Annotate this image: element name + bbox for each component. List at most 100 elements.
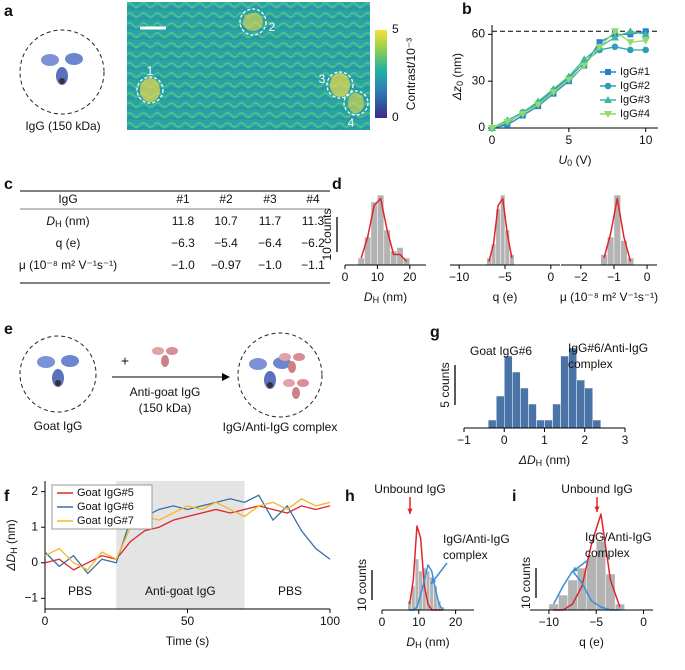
x-axis-label: ΔDH (nm) [518,453,570,468]
panel-label: d [332,176,342,193]
colorbar-tick: 5 [392,22,399,36]
marker [627,31,634,38]
series-line [44,498,331,571]
table-cell: −5.4 [214,236,238,250]
x-axis-label-part: 0 [567,158,572,168]
x-axis-label-part: H [415,640,422,650]
goat-igg-label: Goat IgG [34,419,83,433]
table-cell: −6.3 [171,236,195,250]
hist-bar [528,403,537,429]
hist-bar [576,379,586,429]
bright-spot [243,13,263,31]
y-tick-label: 0 [478,120,485,134]
complex-outline [237,332,323,418]
fit-curve [553,513,621,611]
annotation: complex [443,548,488,562]
marker [580,62,589,70]
table-header: #3 [263,192,277,206]
x-tick-label: −10 [539,615,560,629]
bright-spot [348,93,364,113]
x-axis-label-part: U [558,153,567,167]
table-header: IgG [58,192,77,206]
hist-bar [504,355,513,429]
x-tick-label: −1 [457,433,471,447]
table-cell: −6.4 [258,236,282,250]
hist-bar [487,419,497,429]
marker [564,76,573,84]
colorbar-tick: 0 [392,110,399,124]
table-cell-part: H [55,219,62,229]
table-cell-part: (nm) [62,214,90,228]
x-tick-label: 0 [42,614,49,628]
marker [605,69,611,75]
table-cell: 11.8 [172,214,195,228]
x-axis-label: DH (nm) [406,635,449,650]
marker [626,39,635,47]
molecule-outline [19,335,97,413]
y-tick-label: 2 [31,484,38,498]
y-axis-label-part: 0 [455,81,465,86]
annotation: IgG#6/Anti-IgG [568,341,648,355]
spot-label: 4 [348,116,355,130]
marker [488,125,496,132]
x-tick-label: 50 [181,614,195,628]
spot-label: 1 [147,64,154,78]
legend-label: Goat IgG#6 [77,501,134,513]
x-tick-label: 3 [622,433,629,447]
annotation: IgG/Anti-IgG [585,530,652,544]
annotation: Goat IgG#6 [470,344,532,358]
arrow-head [572,566,578,572]
x-axis-label-part: ΔD [518,453,536,467]
x-tick-label: 0 [489,133,496,147]
x-axis-label: Time (s) [166,634,210,648]
x-axis-label-part: D [364,290,373,304]
hist-bar [536,419,545,429]
marker [580,55,589,63]
y-tick-label: 0 [31,555,38,569]
y-axis-label: Δz0 (nm) [450,53,465,101]
table-header: #4 [306,192,320,206]
table-cell: −1.1 [301,258,325,272]
hist-bar [495,395,505,429]
marker [610,33,619,41]
y-axis-label-part: H [9,547,19,554]
molecule-outline [19,29,105,115]
x-tick-label: 0 [640,615,647,629]
series-line [44,494,331,575]
x-axis-label: U0 (V) [558,153,591,168]
marker [604,96,612,103]
x-tick-label: 0 [547,270,554,284]
y-tick-label: 30 [472,73,486,87]
legend-label: IgG#3 [620,94,650,106]
panel-label: e [4,321,13,338]
table-cell: q (e) [56,236,81,250]
marker [626,27,635,35]
table-cell-part: D [46,214,55,228]
marker [641,37,650,45]
panel-label: c [4,176,13,193]
legend-label: IgG#1 [620,66,650,78]
x-tick-label: 20 [449,615,463,629]
x-axis-label-part: (nm) [422,635,450,649]
x-tick-label: 5 [566,133,573,147]
marker [518,110,527,118]
panel-label: h [345,488,355,505]
x-tick-label: 10 [412,615,426,629]
annotation: complex [585,546,630,560]
hist-bar [512,371,521,429]
x-axis-label: μ (10⁻⁸ m² V⁻¹s⁻¹) [560,290,658,304]
marker [611,43,619,51]
hist-bar [377,194,385,266]
x-axis-label: q (e) [579,635,604,649]
marker [596,39,603,46]
x-tick-label: 0 [644,270,651,284]
table-cell: μ (10⁻⁸ m² V⁻¹s⁻¹) [19,258,117,272]
scale-bar-label: 10 counts [519,557,533,609]
hist-bar [586,555,597,611]
hist-bar [592,419,602,429]
complex-label: IgG/Anti-IgG complex [223,420,338,434]
y-axis-label-part: (nm) [450,53,464,81]
spot-circle [343,90,369,116]
legend-label: Goat IgG#5 [77,487,134,499]
hist-bar [491,243,497,266]
